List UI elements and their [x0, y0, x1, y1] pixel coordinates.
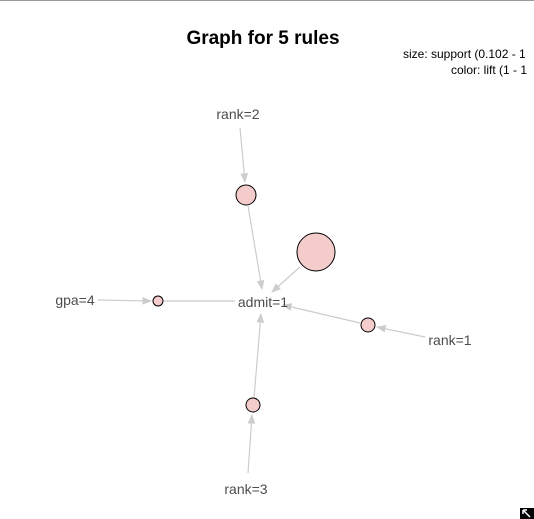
- item-label-rank1: rank=1: [428, 332, 471, 348]
- resize-corner-icon[interactable]: [520, 508, 534, 519]
- legend-size: size: support (0.102 - 1: [403, 47, 526, 61]
- edge-rule5-to-admit1: [253, 313, 265, 399]
- edge-rank3-to-rule5: [247, 414, 256, 474]
- top-border: [0, 0, 534, 1]
- graph-title: Graph for 5 rules: [186, 28, 340, 49]
- edge-rule2-to-admit1: [271, 266, 301, 293]
- edge-gpa4-to-rule3: [97, 296, 152, 305]
- rule-node-5: [245, 397, 261, 413]
- item-label-gpa4: gpa=4: [55, 292, 95, 308]
- rule-node-3: [152, 295, 164, 307]
- edge-rank2-to-rule1: [239, 127, 249, 183]
- edge-rule4-to-admit1: [282, 303, 361, 324]
- item-label-admit1: admit=1: [238, 294, 288, 310]
- rule-node-4: [360, 317, 376, 333]
- edge-rank1-to-rule4: [376, 325, 426, 338]
- rule-node-2: [296, 232, 336, 272]
- item-label-rank2: rank=2: [216, 106, 259, 122]
- legend-color: color: lift (1 - 1: [451, 63, 528, 77]
- edge-rule1-to-admit1: [247, 205, 265, 290]
- item-label-rank3: rank=3: [224, 481, 267, 497]
- rule-node-1: [235, 184, 257, 206]
